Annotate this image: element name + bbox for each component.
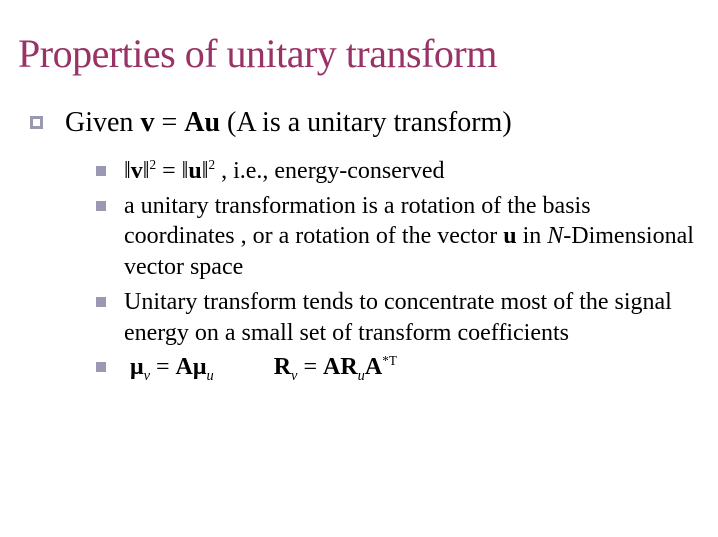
eq-v: v [140,107,154,138]
mu-v-sub: v [144,368,150,384]
level2-row-4: μv = Aμu Rv = ARuA*T [96,352,700,383]
mean-eq: μv = Aμu [130,352,214,383]
norm-v: v [131,158,143,184]
bullet-square-solid [96,166,106,176]
norm-expr: ‖v‖2 = ‖u‖2 [124,158,215,184]
cov-A2: A [365,354,382,380]
rot-vec-u: u [503,223,516,249]
mu-v: μ [130,354,144,380]
cov-eq: Rv = ARuA*T [274,352,397,383]
eq-u: u [204,107,220,138]
mu-u-sub: u [207,368,214,384]
energy-text: , i.e., energy-conserved [215,158,444,184]
rot-N: N [547,223,563,249]
mu-u: μ [193,354,207,380]
level1-row: Given v = Au (A is a unitary transform) [30,105,700,140]
level2-text-1: ‖v‖2 = ‖u‖2 , i.e., energy-conserved [124,156,445,187]
R-v-sub: v [291,368,297,384]
eq-equals: = [154,107,184,138]
level2-row-2: a unitary transformation is a rotation o… [96,191,700,283]
R-u-sub: u [358,368,365,384]
level1-text: Given v = Au (A is a unitary transform) [65,105,512,140]
level2-text-4: μv = Aμu Rv = ARuA*T [124,352,397,383]
level2-row-3: Unitary transform tends to concentrate m… [96,287,700,348]
starT: *T [382,353,397,368]
mean-A: A [176,354,193,380]
R-u: R [340,354,357,380]
norm-u: u [188,158,201,184]
bullet-square-solid [96,297,106,307]
bullet-square-solid [96,362,106,372]
level2-row-1: ‖v‖2 = ‖u‖2 , i.e., energy-conserved [96,156,700,187]
slide-title: Properties of unitary transform [18,30,700,77]
bullet-square-solid [96,201,106,211]
rot-text-b: in [517,223,548,249]
cov-A1: A [323,354,340,380]
given-suffix: (A is a unitary transform) [220,107,512,138]
eq-A: A [184,107,204,138]
R-v: R [274,354,291,380]
given-prefix: Given [65,107,140,138]
bullet-square-outline [30,116,43,129]
level2-text-3: Unitary transform tends to concentrate m… [124,287,700,348]
level2-text-2: a unitary transformation is a rotation o… [124,191,700,283]
